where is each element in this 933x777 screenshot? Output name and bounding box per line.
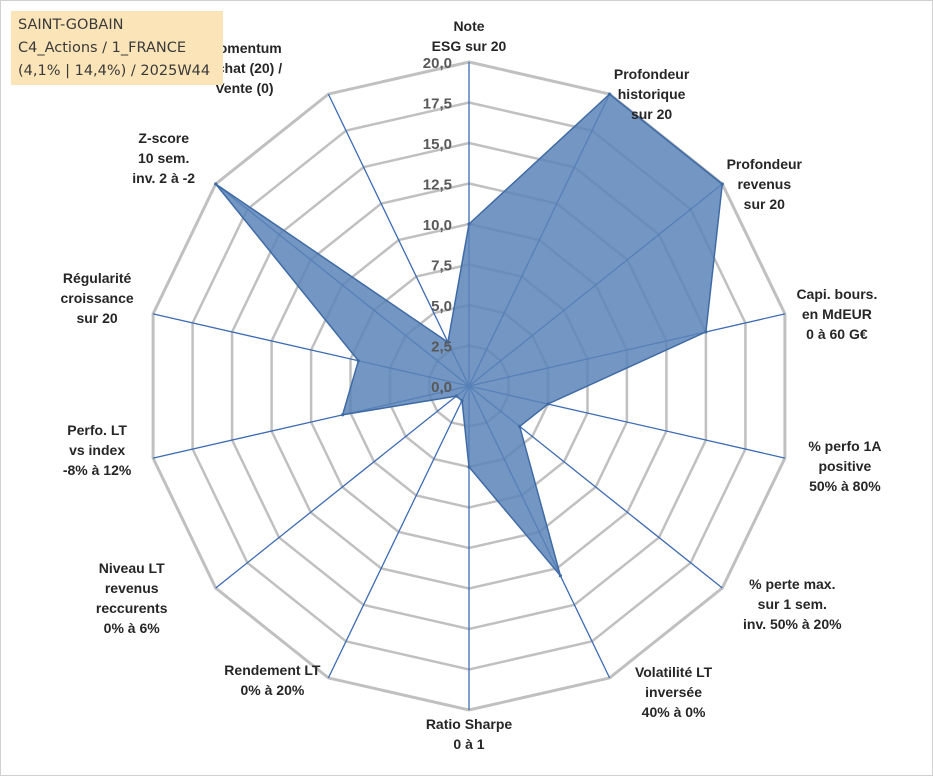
chart-title-box: SAINT-GOBAIN C4_Actions / 1_FRANCE (4,1%…: [11, 11, 223, 85]
axis-spoke: [327, 385, 470, 679]
data-point: [446, 340, 450, 344]
axis-label: Volatilité LT inversée 40% à 0%: [635, 664, 713, 720]
axis-label: Rendement LT 0% à 20%: [224, 662, 321, 698]
data-point: [356, 359, 360, 363]
tick-layer: 0,0 2,5 5,0 7,5 10,0 12,5 15,0 17,5 20,0: [423, 55, 452, 396]
data-point: [558, 574, 563, 578]
axis-label: % perte max. sur 1 sem. inv. 50% à 20%: [743, 576, 842, 632]
data-point: [720, 182, 724, 186]
axis-label: Niveau LT revenus reccurents 0% à 6%: [96, 560, 168, 636]
axis-label: Capi. bours. en MdEUR 0 à 60 G€: [796, 286, 877, 342]
axis-label: Z-score 10 sem. inv. 2 à -2: [132, 130, 195, 186]
tick-label: 2,5: [431, 339, 452, 356]
tick-label: 17,5: [423, 96, 452, 113]
axis-spoke: [215, 385, 470, 589]
axis-label: Ratio Sharpe 0 à 1: [426, 716, 513, 752]
axis-label: Perfo. LT vs index -8% à 12%: [63, 422, 132, 478]
tick-label: 15,0: [423, 136, 452, 153]
data-point: [518, 424, 522, 428]
axis-label: Profondeur revenus sur 20: [727, 156, 803, 212]
data-point: [467, 222, 471, 226]
axis-label: Note ESG sur 20: [432, 18, 507, 54]
chart-title: SAINT-GOBAIN: [18, 17, 124, 33]
axis-label: Profondeur historique sur 20: [614, 66, 690, 122]
tick-label: 7,5: [431, 258, 452, 275]
data-point: [546, 402, 550, 406]
data-point: [454, 394, 458, 398]
data-point: [467, 465, 471, 469]
tick-label: 10,0: [423, 217, 452, 234]
data-point: [608, 92, 612, 96]
data-point: [214, 182, 218, 186]
tick-label: 0,0: [431, 379, 452, 396]
axis-spoke: [327, 93, 470, 387]
data-point: [704, 330, 708, 334]
label-layer: Note ESG sur 20 Profondeur historique sur 20…: [61, 18, 882, 752]
chart-subtitle-category: C4_Actions / 1_FRANCE: [18, 40, 187, 56]
tick-label: 12,5: [423, 177, 452, 194]
axis-label: % perfo 1A positive 50% à 80%: [808, 438, 881, 494]
chart-subtitle-period: (4,1% | 14,4%) / 2025W44: [18, 63, 211, 79]
data-point: [460, 399, 464, 403]
tick-label: 5,0: [431, 298, 452, 315]
tick-label: 20,0: [423, 55, 452, 72]
axis-label: Régularité croissance sur 20: [61, 270, 134, 326]
series-layer: [214, 92, 724, 578]
data-point: [341, 413, 345, 417]
axis-label: Momentum Achat (20) / Vente (0): [207, 40, 283, 96]
